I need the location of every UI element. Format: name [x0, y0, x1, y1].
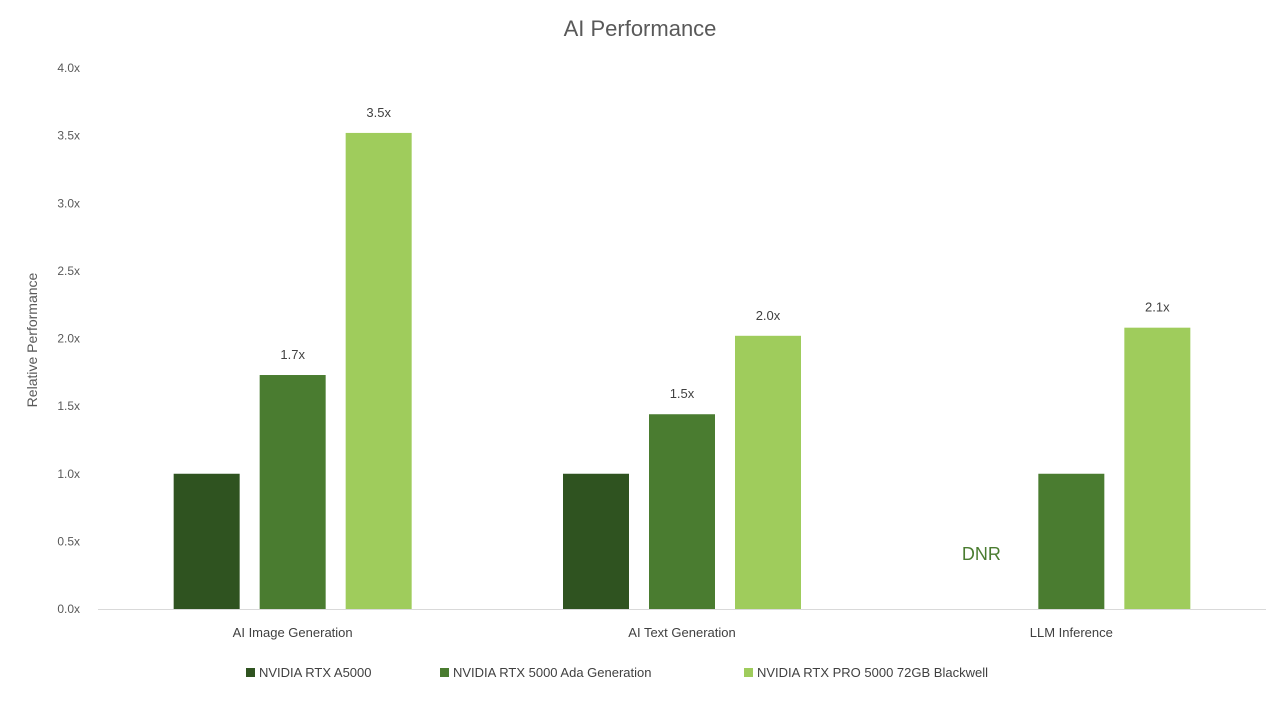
data-labels: 1.7x 3.5x 1.5x 2.0x 2.1x [280, 105, 1170, 401]
bar [735, 335, 801, 609]
y-tick-label: 3.0x [57, 196, 80, 210]
x-category-label: AI Text Generation [628, 625, 735, 640]
legend-label: NVIDIA RTX PRO 5000 72GB Blackwell [757, 665, 988, 680]
y-tick-label: 3.5x [57, 129, 80, 143]
bars [173, 132, 1191, 610]
data-label: 2.1x [1145, 300, 1170, 315]
y-tick-label: 2.0x [57, 332, 80, 346]
bar [563, 473, 629, 609]
y-axis: 0.0x 0.5x 1.0x 1.5x 2.0x 2.5x 3.0x 3.5x 4.0x [57, 61, 80, 616]
legend-swatch [246, 668, 255, 677]
y-tick-label: 0.5x [57, 534, 80, 548]
x-category-label: AI Image Generation [233, 625, 353, 640]
x-category-label: LLM Inference [1030, 625, 1113, 640]
bar [649, 414, 715, 609]
legend-label: NVIDIA RTX 5000 Ada Generation [453, 665, 652, 680]
y-tick-label: 2.5x [57, 264, 80, 278]
y-tick-label: 4.0x [57, 61, 80, 75]
bar [1038, 473, 1105, 609]
y-tick-label: 0.0x [57, 602, 80, 616]
legend-swatch [440, 668, 449, 677]
bar [173, 473, 240, 609]
y-tick-label: 1.0x [57, 467, 80, 481]
data-label: 3.5x [366, 105, 391, 120]
bar [1124, 327, 1191, 609]
data-label: 1.7x [280, 347, 305, 362]
legend-swatch [744, 668, 753, 677]
x-axis: AI Image Generation AI Text Generation LLM… [98, 609, 1266, 640]
y-tick-label: 1.5x [57, 399, 80, 413]
chart-title: AI Performance [564, 16, 717, 41]
legend: NVIDIA RTX A5000 NVIDIA RTX 5000 Ada Gene… [246, 665, 988, 680]
legend-label: NVIDIA RTX A5000 [259, 665, 372, 680]
annotations: DNR [962, 544, 1001, 564]
y-axis-label: Relative Performance [24, 272, 40, 407]
data-label: 2.0x [756, 308, 781, 323]
bar [345, 132, 412, 610]
bar [259, 375, 326, 609]
data-label: 1.5x [670, 386, 695, 401]
annotation-dnr: DNR [962, 544, 1001, 564]
